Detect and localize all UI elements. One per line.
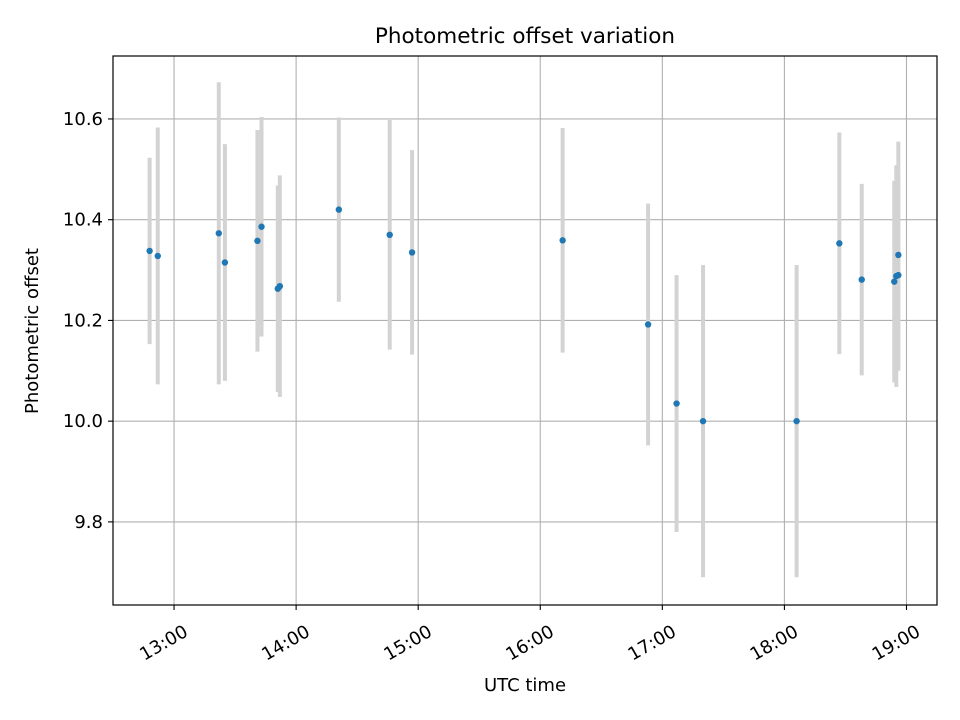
x-tick-label: 13:00	[136, 621, 191, 665]
error-bars	[147, 82, 901, 578]
data-point	[386, 231, 393, 239]
x-tick-label: 19:00	[869, 621, 924, 665]
data-point	[408, 249, 416, 256]
x-tick-label: 16:00	[502, 621, 557, 665]
data-point	[254, 237, 261, 245]
data-point	[895, 271, 902, 279]
x-tick-label: 14:00	[258, 621, 313, 665]
x-tick-label: 18:00	[747, 621, 802, 665]
x-tick-label: 17:00	[625, 621, 680, 665]
data-point	[793, 417, 800, 425]
data-point	[335, 206, 343, 213]
data-point	[836, 240, 843, 247]
grid-lines	[113, 56, 937, 605]
data-point	[276, 282, 284, 290]
data-point	[858, 276, 865, 283]
y-tick-label: 10.2	[63, 310, 103, 331]
data-point	[699, 417, 707, 425]
data-point	[891, 278, 898, 285]
data-point	[673, 400, 680, 407]
data-point	[644, 321, 652, 328]
y-axis-title: Photometric offset	[22, 248, 43, 414]
data-point	[146, 247, 153, 255]
y-tick-label: 10.4	[63, 210, 103, 231]
data-points	[146, 206, 902, 425]
data-point	[221, 259, 229, 266]
x-axis-ticks: 13:00 14:00 15:00 16:00 17:00 18:00 19:00	[136, 605, 924, 665]
x-axis-title: UTC time	[484, 675, 566, 696]
y-axis-ticks: 9.8 10.0 10.2 10.4 10.6	[63, 109, 113, 533]
data-point	[258, 223, 265, 230]
chart-title: Photometric offset variation	[375, 24, 675, 49]
data-point	[559, 237, 566, 244]
x-tick-label: 15:00	[380, 621, 435, 665]
data-point	[215, 230, 222, 237]
y-tick-label: 9.8	[74, 512, 103, 533]
data-point	[154, 252, 161, 260]
y-tick-label: 10.0	[63, 411, 103, 432]
data-point	[895, 251, 902, 259]
y-tick-label: 10.6	[63, 109, 103, 130]
plot-frame	[112, 55, 938, 606]
